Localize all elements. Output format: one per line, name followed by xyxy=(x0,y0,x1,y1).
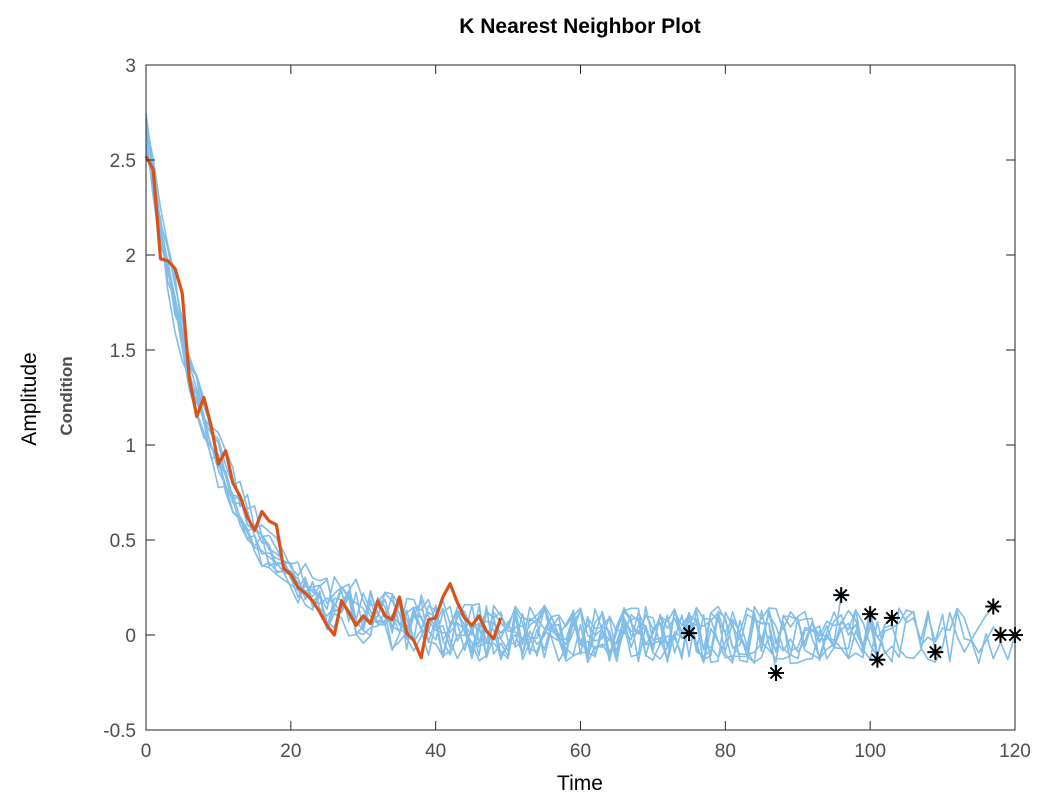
x-tick-label: 100 xyxy=(854,741,886,762)
y-axis-label: Amplitude xyxy=(18,352,41,445)
x-tick-label: 120 xyxy=(999,741,1031,762)
end-point-marker xyxy=(862,606,879,623)
x-tick-label: 40 xyxy=(425,741,446,762)
neighbor-series-line xyxy=(145,118,1002,664)
x-tick-label: 60 xyxy=(570,741,591,762)
end-point-marker xyxy=(833,587,850,604)
test-series-group xyxy=(144,155,503,660)
y-tick-label: 2 xyxy=(125,246,136,267)
end-point-marker xyxy=(927,644,944,661)
end-point-marker xyxy=(992,627,1009,643)
neighbor-series-line xyxy=(145,139,871,663)
y-tick-label: 1 xyxy=(125,436,136,457)
test-series-line xyxy=(144,155,503,660)
end-point-marker xyxy=(985,598,1002,615)
x-axis-label: Time xyxy=(557,772,603,795)
y-axis-secondary-label: Condition xyxy=(57,356,76,435)
y-tick-label: 1.5 xyxy=(110,341,136,362)
y-tick-label: 0 xyxy=(125,626,136,647)
neighbor-series-line xyxy=(145,132,893,664)
y-tick-label: -0.5 xyxy=(103,721,136,742)
y-tick-label: 0.5 xyxy=(110,531,136,552)
x-tick-label: 0 xyxy=(141,741,152,762)
y-tick-label: 3 xyxy=(125,56,136,77)
ticks-group: 0 20 40 60 80 100 120-0.500.511.522.53 xyxy=(103,56,1031,762)
chart-title: K Nearest Neighbor Plot xyxy=(459,15,701,38)
y-tick-label: 2.5 xyxy=(110,151,136,172)
end-point-marker xyxy=(869,651,886,668)
end-point-marker xyxy=(681,625,698,642)
end-point-marker xyxy=(768,665,785,681)
x-tick-label: 20 xyxy=(280,741,301,762)
x-tick-label: 80 xyxy=(715,741,736,762)
end-point-marker xyxy=(883,609,900,626)
